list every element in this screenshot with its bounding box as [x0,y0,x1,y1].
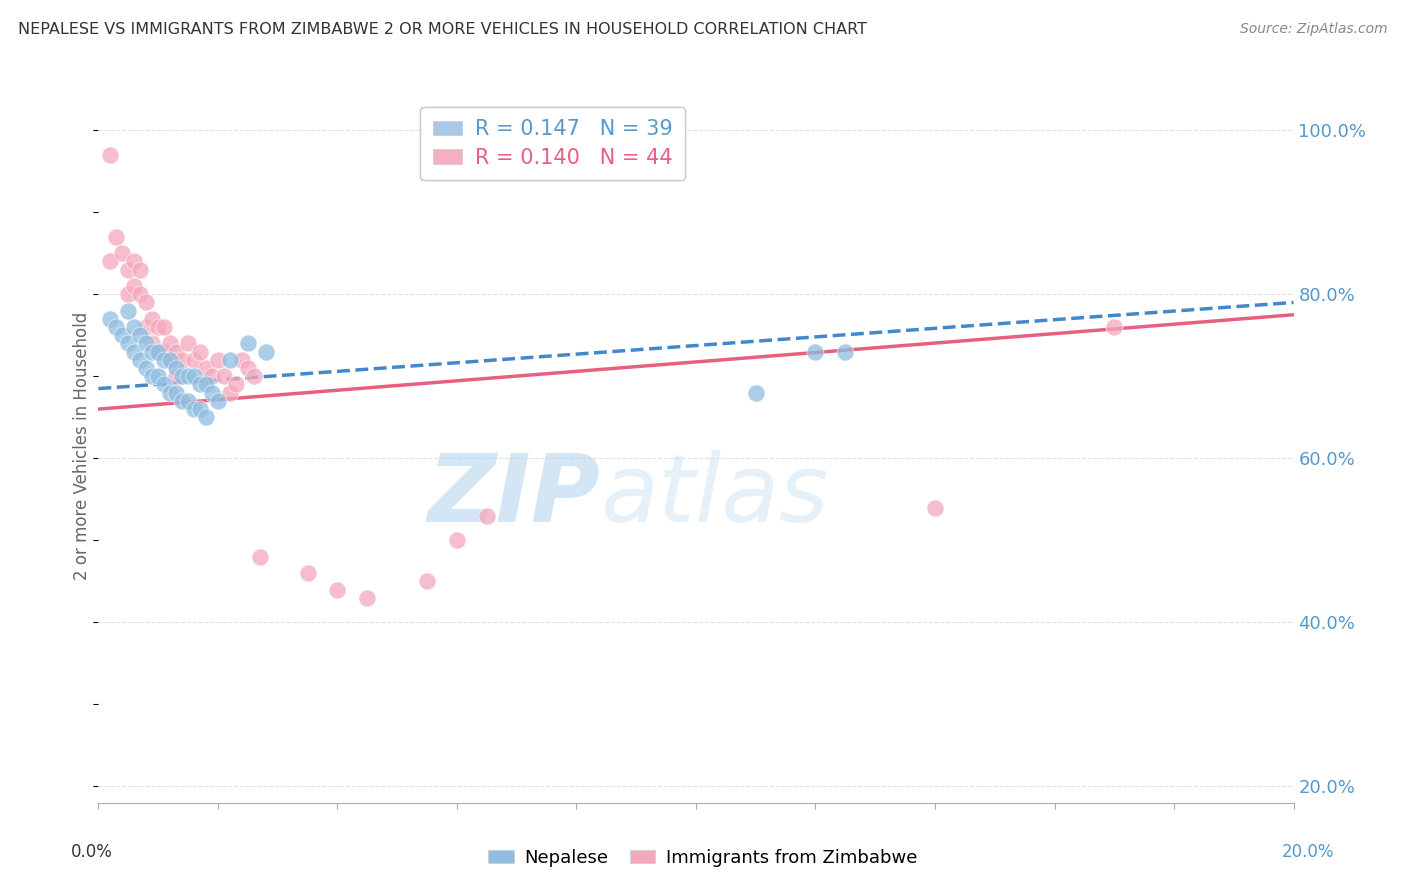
Text: 20.0%: 20.0% [1281,843,1334,861]
Point [105,320,128,334]
Point [141,344,163,359]
Legend: Nepalese, Immigrants from Zimbabwe: Nepalese, Immigrants from Zimbabwe [481,842,925,874]
Point [148,369,170,384]
Point [98,254,122,268]
Point [212,369,235,384]
Point [124,279,146,293]
Point [172,393,194,408]
Point [201,385,224,400]
Point [159,352,181,367]
Point [356,591,378,605]
Point [188,402,211,417]
Legend: R = 0.147   N = 39, R = 0.140   N = 44: R = 0.147 N = 39, R = 0.140 N = 44 [420,107,685,180]
Point [236,361,259,376]
Point [188,377,211,392]
Point [148,344,170,359]
Point [148,344,170,359]
Point [117,262,139,277]
Point [105,230,128,244]
Point [153,352,176,367]
Point [135,361,157,376]
Point [177,393,200,408]
Text: atlas: atlas [600,450,828,541]
Point [177,369,200,384]
Point [231,352,253,367]
Point [141,336,163,351]
Point [165,369,187,384]
Point [183,402,205,417]
Point [159,352,181,367]
Point [165,385,187,400]
Point [159,336,181,351]
Point [135,320,157,334]
Point [117,287,139,301]
Point [172,352,194,367]
Y-axis label: 2 or more Vehicles in Household: 2 or more Vehicles in Household [73,312,91,580]
Text: Source: ZipAtlas.com: Source: ZipAtlas.com [1240,22,1388,37]
Point [243,369,266,384]
Point [172,369,194,384]
Point [219,385,242,400]
Point [153,377,176,392]
Point [129,328,152,343]
Point [834,344,856,359]
Text: NEPALESE VS IMMIGRANTS FROM ZIMBABWE 2 OR MORE VEHICLES IN HOUSEHOLD CORRELATION: NEPALESE VS IMMIGRANTS FROM ZIMBABWE 2 O… [18,22,868,37]
Point [254,344,277,359]
Point [153,344,176,359]
Point [195,410,218,425]
Point [326,582,349,597]
Point [117,336,139,351]
Point [129,262,152,277]
Point [165,344,187,359]
Point [117,303,139,318]
Point [177,336,200,351]
Point [188,344,211,359]
Point [98,311,122,326]
Point [207,393,229,408]
Point [165,361,187,376]
Point [135,295,157,310]
Point [475,508,498,523]
Point [98,148,122,162]
Point [219,352,242,367]
Point [236,336,259,351]
Point [1104,320,1126,334]
Point [124,254,146,268]
Point [124,320,146,334]
Point [416,574,439,589]
Point [141,369,163,384]
Point [924,500,946,515]
Point [195,361,218,376]
Point [129,352,152,367]
Point [141,311,163,326]
Point [297,566,319,581]
Point [129,287,152,301]
Point [446,533,468,548]
Point [207,352,229,367]
Point [159,385,181,400]
Point [249,549,271,564]
Point [745,385,768,400]
Text: 0.0%: 0.0% [70,843,112,861]
Point [183,352,205,367]
Point [111,246,134,260]
Text: ZIP: ZIP [427,450,600,542]
Point [148,320,170,334]
Point [153,320,176,334]
Point [201,369,224,384]
Point [225,377,247,392]
Point [195,377,218,392]
Point [111,328,134,343]
Point [804,344,827,359]
Point [183,369,205,384]
Point [135,336,157,351]
Point [124,344,146,359]
